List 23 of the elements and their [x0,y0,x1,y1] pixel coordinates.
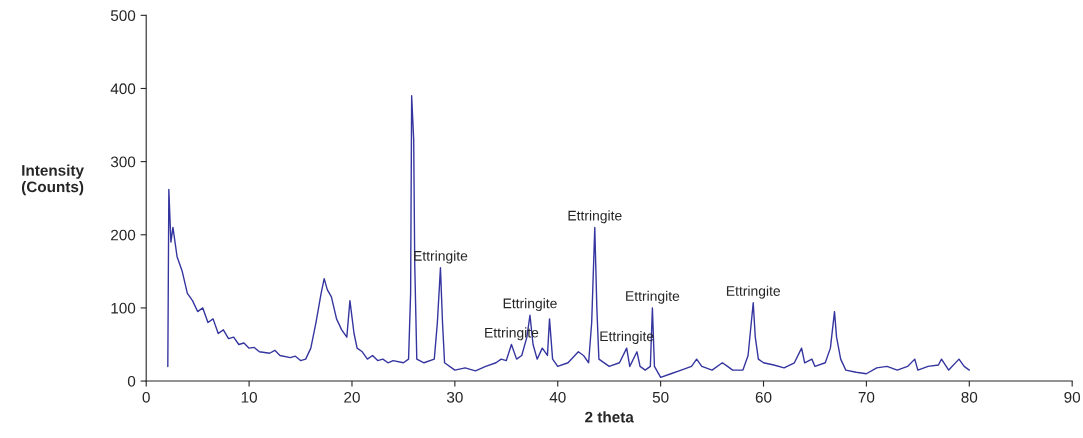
x-tick-label: 80 [961,391,978,403]
x-tick-label: 90 [1064,391,1081,403]
y-tick-label: 400 [110,83,136,95]
y-tick-label: 500 [110,10,136,22]
x-tick-label: 0 [142,391,150,403]
line-series [167,95,970,379]
y-axis-title: Intensity (Counts) [21,164,84,196]
annotation: Ettringite [568,210,622,224]
y-tick-label: 300 [110,156,136,168]
annotation: Ettringite [726,285,781,299]
x-tick-label: 40 [549,391,566,403]
x-tick-label: 30 [446,391,463,403]
x-tick-label: 50 [652,391,669,403]
x-tick-label: 70 [858,391,875,403]
annotation: Ettringite [626,290,680,304]
x-tick-label: 20 [344,391,360,403]
x-tick-label: 10 [241,391,257,403]
annotation: Ettringite [503,298,557,312]
x-tick-label: 60 [755,391,772,403]
x-axis-title: 2 theta [585,411,634,423]
y-tick-label: 100 [111,302,136,314]
y-tick-label: 0 [127,375,136,387]
y-tick-label: 200 [111,229,136,241]
